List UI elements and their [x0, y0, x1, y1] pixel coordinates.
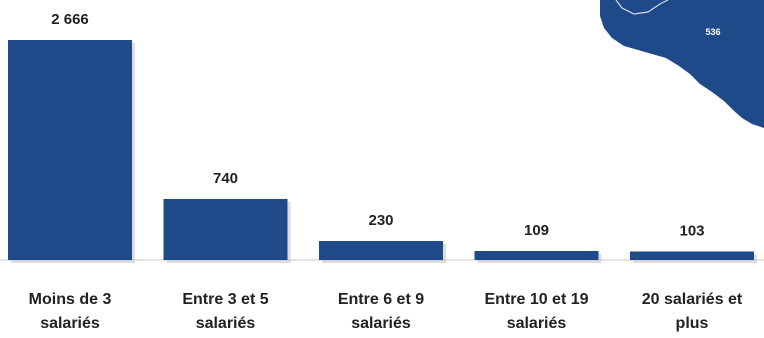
category-label-1-line-0: Entre 3 et 5	[182, 291, 268, 308]
value-label-4: 103	[679, 223, 704, 240]
map-region-shape	[600, 0, 764, 128]
value-label-0: 2 666	[51, 11, 89, 28]
category-label-1-line-1: salariés	[196, 315, 256, 332]
value-label-2: 230	[368, 212, 393, 229]
category-label-2-line-1: salariés	[351, 315, 411, 332]
bar-4	[630, 251, 754, 260]
value-label-1: 740	[213, 170, 238, 187]
map-inset: 536	[600, 0, 764, 128]
value-labels-group: 2 666 740 230 109 103	[51, 11, 704, 240]
category-label-3-line-1: salariés	[507, 315, 567, 332]
map-region-border	[615, 0, 669, 15]
bar-3	[474, 251, 599, 260]
category-labels-group: Moins de 3 salariés Entre 3 et 5 salariés En…	[29, 291, 743, 332]
category-label-4-line-1: plus	[676, 315, 709, 332]
category-label-2-line-0: Entre 6 et 9	[338, 291, 424, 308]
category-label-3-line-0: Entre 10 et 19	[484, 291, 588, 308]
bar-1	[163, 198, 288, 260]
map-region-label: 536	[705, 27, 720, 37]
category-label-4-line-0: 20 salariés et	[642, 291, 743, 308]
bar-2	[319, 241, 443, 260]
category-label-0-line-1: salariés	[40, 315, 100, 332]
bar-0	[8, 40, 132, 260]
category-label-0-line-0: Moins de 3	[29, 291, 112, 308]
value-label-3: 109	[524, 222, 549, 239]
bars-group	[8, 40, 757, 263]
